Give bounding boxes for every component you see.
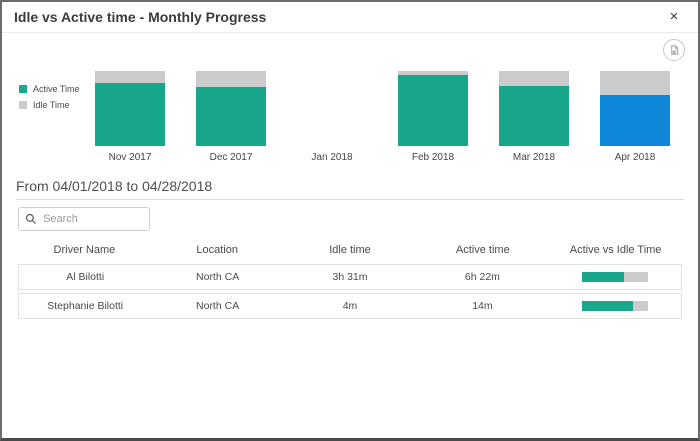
idle-time-cell: 4m [342, 300, 358, 312]
legend-label: Idle Time [33, 100, 70, 110]
chart-bar-nov-2017[interactable] [95, 71, 165, 146]
month-label: Apr 2018 [614, 152, 656, 163]
chart-legend: Active Time Idle Time [19, 84, 80, 116]
export-chart-button[interactable] [663, 39, 685, 61]
driver-name-cell: Al Bilotti [66, 271, 105, 283]
drivers-table: Driver Name Location Idle time Active time A… [18, 240, 682, 322]
active-idle-progress-bar [581, 272, 648, 283]
month-label: Dec 2017 [209, 152, 253, 163]
chart-bar-dec-2017[interactable] [196, 71, 266, 146]
chart-bar-mar-2018[interactable] [499, 71, 569, 146]
active-segment [95, 83, 165, 146]
chart-bar-feb-2018[interactable] [398, 71, 468, 146]
dialog-title: Idle vs Active time - Monthly Progress [14, 9, 267, 25]
search-input[interactable] [43, 213, 143, 225]
active-time-cell: 6h 22m [464, 271, 500, 283]
month-label: Jan 2018 [311, 152, 353, 163]
active-vs-idle-cell [549, 271, 681, 283]
legend-swatch [19, 101, 27, 109]
progress-fill [581, 301, 634, 312]
column-header-active-vs-idle-time: Active vs Idle Time [569, 244, 662, 256]
chart-slot-jan-2018: Jan 2018 [297, 71, 367, 163]
location-cell: North CA [196, 300, 240, 312]
active-vs-idle-cell [549, 300, 681, 312]
search-icon [25, 213, 36, 224]
column-header-idle-time: Idle time [329, 244, 371, 256]
month-label: Nov 2017 [108, 152, 152, 163]
idle-segment [196, 71, 266, 87]
active-segment [398, 74, 468, 146]
table-row[interactable]: Al Bilotti North CA 3h 31m 6h 22m [18, 264, 682, 290]
chart-slot-mar-2018: Mar 2018 [499, 71, 569, 163]
active-idle-progress-bar [581, 301, 648, 312]
close-icon[interactable]: × [664, 7, 684, 27]
column-header-location: Location [196, 244, 238, 256]
month-label: Feb 2018 [411, 152, 455, 163]
chart-bar-apr-2018[interactable] [600, 71, 670, 146]
active-time-cell: 14m [472, 300, 493, 312]
chart-slot-nov-2017: Nov 2017 [95, 71, 165, 163]
legend-swatch [19, 85, 27, 93]
export-chart-icon [668, 44, 680, 56]
chart-bar-jan-2018 [297, 71, 367, 146]
month-label: Mar 2018 [512, 152, 556, 163]
search-box[interactable] [18, 207, 150, 231]
legend-label: Active Time [33, 84, 80, 94]
chart-slot-dec-2017: Dec 2017 [196, 71, 266, 163]
active-segment [196, 86, 266, 146]
table-body: Al Bilotti North CA 3h 31m 6h 22m Stephanie … [18, 264, 682, 319]
idle-segment [499, 71, 569, 86]
legend-item-active-time[interactable]: Active Time [19, 84, 80, 94]
idle-segment [600, 71, 670, 95]
period-title: From 04/01/2018 to 04/28/2018 [16, 178, 213, 194]
active-segment [600, 95, 670, 146]
monthly-stacked-bar-chart: Nov 2017 Dec 2017 Jan 2018 Feb 2018 Mar 2018… [95, 71, 670, 163]
table-row[interactable]: Stephanie Bilotti North CA 4m 14m [18, 293, 682, 319]
active-segment [499, 86, 569, 146]
idle-segment [398, 71, 468, 75]
table-header-row: Driver Name Location Idle time Active time A… [18, 240, 682, 264]
chart-slot-feb-2018: Feb 2018 [398, 71, 468, 163]
idle-time-cell: 3h 31m [332, 271, 368, 283]
column-header-active-time: Active time [455, 244, 510, 256]
idle-segment [95, 71, 165, 83]
legend-item-idle-time[interactable]: Idle Time [19, 100, 80, 110]
period-divider [16, 199, 684, 200]
driver-name-cell: Stephanie Bilotti [47, 300, 124, 312]
column-header-driver-name: Driver Name [53, 244, 116, 256]
location-cell: North CA [196, 271, 240, 283]
dialog-header: Idle vs Active time - Monthly Progress × [2, 2, 698, 33]
progress-fill [581, 272, 625, 283]
chart-slot-apr-2018: Apr 2018 [600, 71, 670, 163]
